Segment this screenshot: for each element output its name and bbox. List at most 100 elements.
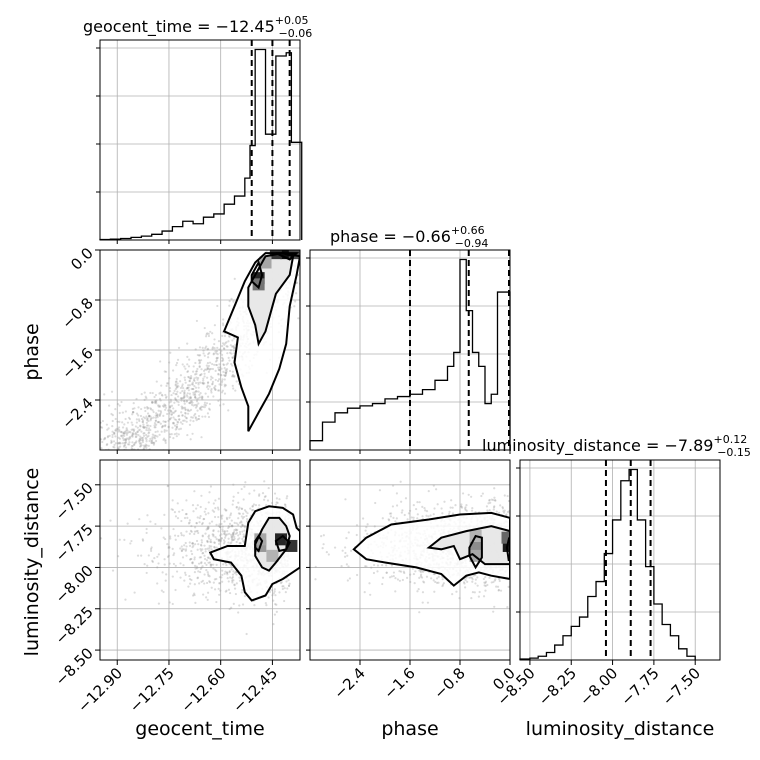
- scatter-point: [222, 542, 226, 545]
- scatter-point: [498, 511, 501, 514]
- scatter-point: [143, 417, 147, 420]
- scatter-point: [217, 340, 221, 343]
- scatter-point: [315, 270, 317, 272]
- scatter-point: [193, 385, 196, 388]
- scatter-point: [125, 437, 129, 440]
- scatter-point: [176, 390, 179, 393]
- scatter-point: [203, 544, 206, 547]
- scatter-point: [164, 404, 167, 407]
- scatter-point: [159, 412, 162, 416]
- scatter-point: [488, 509, 491, 512]
- scatter-point: [246, 512, 249, 515]
- scatter-point: [435, 577, 439, 580]
- scatter-point: [207, 512, 210, 515]
- scatter-point: [124, 438, 127, 442]
- x-tick-label: −1.6: [380, 664, 418, 702]
- scatter-point: [123, 423, 126, 426]
- scatter-point: [143, 481, 145, 483]
- scatter-point: [192, 544, 195, 547]
- scatter-point: [137, 429, 140, 432]
- scatter-point: [224, 371, 227, 374]
- scatter-point: [228, 570, 231, 573]
- scatter-point: [194, 373, 197, 376]
- scatter-point: [465, 509, 468, 512]
- scatter-point: [276, 501, 279, 505]
- scatter-point: [203, 403, 206, 406]
- scatter-point: [222, 347, 226, 350]
- scatter-point: [173, 510, 177, 514]
- scatter-point: [189, 408, 193, 411]
- scatter-point: [120, 434, 123, 437]
- scatter-point: [208, 580, 211, 583]
- scatter-point: [172, 562, 176, 566]
- scatter-point: [306, 270, 308, 272]
- scatter-point: [241, 517, 244, 520]
- scatter-point: [184, 408, 187, 412]
- scatter-point: [170, 400, 173, 403]
- luminosity_distance_vs_phase-layer: [314, 480, 510, 614]
- scatter-point: [183, 400, 186, 403]
- scatter-point: [221, 389, 224, 392]
- scatter-point: [107, 427, 110, 430]
- scatter-point: [123, 538, 126, 542]
- scatter-point: [225, 516, 228, 519]
- scatter-point: [228, 525, 231, 528]
- scatter-point: [146, 406, 149, 409]
- scatter-point: [126, 443, 130, 446]
- scatter-point: [162, 405, 166, 408]
- scatter-point: [150, 439, 153, 443]
- scatter-point: [235, 582, 238, 585]
- scatter-point: [178, 418, 181, 421]
- scatter-point: [219, 539, 222, 542]
- scatter-point: [203, 554, 206, 557]
- scatter-point: [220, 359, 224, 362]
- scatter-point: [194, 526, 197, 529]
- scatter-point: [190, 524, 193, 528]
- scatter-point: [230, 541, 233, 544]
- scatter-point: [142, 432, 145, 435]
- scatter-point: [208, 367, 211, 370]
- scatter-point: [470, 495, 473, 498]
- scatter-point: [217, 372, 220, 376]
- scatter-point: [218, 348, 221, 351]
- scatter-point: [196, 529, 199, 533]
- scatter-point: [185, 387, 188, 390]
- scatter-point: [158, 421, 161, 424]
- scatter-point: [134, 435, 137, 439]
- scatter-point: [133, 443, 136, 446]
- scatter-point: [173, 401, 176, 404]
- scatter-point: [187, 585, 190, 588]
- scatter-point: [497, 589, 500, 592]
- scatter-point: [399, 570, 403, 573]
- scatter-point: [216, 346, 219, 349]
- scatter-point: [165, 384, 168, 387]
- scatter-point: [283, 587, 286, 590]
- scatter-point: [219, 352, 222, 355]
- scatter-point: [227, 409, 230, 412]
- scatter-point: [437, 581, 440, 584]
- hist-luminosity_distance-frame: [519, 459, 721, 661]
- scatter-point: [138, 451, 140, 453]
- scatter-point: [210, 387, 213, 391]
- scatter-point: [189, 419, 192, 422]
- scatter-point: [155, 412, 158, 415]
- scatter-point: [205, 559, 209, 562]
- scatter-point: [118, 445, 122, 448]
- scatter-point: [155, 399, 158, 402]
- scatter-point: [223, 520, 226, 523]
- scatter-point: [220, 533, 223, 536]
- scatter-point: [156, 582, 159, 585]
- scatter-point: [123, 452, 125, 454]
- scatter-point: [208, 546, 211, 550]
- scatter-point: [203, 382, 206, 385]
- scatter-point: [169, 410, 172, 413]
- scatter-point: [212, 510, 216, 513]
- scatter-point: [251, 505, 254, 508]
- scatter-point: [211, 509, 214, 512]
- scatter-point: [138, 437, 141, 441]
- scatter-point: [135, 435, 138, 438]
- scatter-point: [225, 363, 228, 366]
- scatter-point: [164, 537, 167, 541]
- scatter-point: [212, 502, 215, 505]
